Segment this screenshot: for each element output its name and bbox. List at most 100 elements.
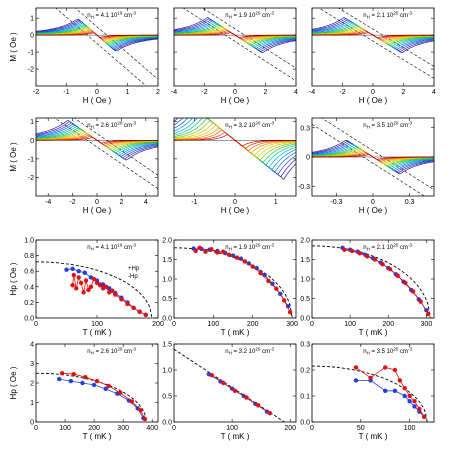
annotation-part: n — [225, 349, 228, 355]
y-tick-label: 2 — [30, 381, 34, 388]
y-tick-label: 0 — [30, 33, 34, 40]
y-tick-label: 2.0 — [300, 238, 310, 245]
annotation-part: -3 — [408, 121, 412, 126]
y-tick-label: 4 — [30, 342, 34, 349]
annotation-part: -3 — [132, 243, 136, 248]
annotation-part: cm — [398, 13, 408, 19]
x-tick-label: -4 — [309, 89, 315, 96]
y-tick-label: 0.3 — [300, 342, 310, 349]
red-point — [118, 390, 123, 395]
red-point — [94, 280, 100, 286]
red-point — [281, 298, 287, 303]
y-tick-label: 0.0 — [162, 420, 172, 427]
red-point — [349, 248, 355, 254]
annotation-part: H — [367, 351, 370, 356]
red-point — [88, 284, 94, 289]
annotation-part: = 2.6 10 — [94, 349, 118, 355]
dashed-line — [74, 8, 158, 80]
red-point — [137, 309, 142, 314]
y-tick-label: 1 — [30, 400, 34, 407]
y-axis-label: M ( Oe ) — [9, 142, 18, 172]
red-point — [380, 261, 385, 267]
y-tick-label: 1 — [30, 119, 34, 126]
fit-curve — [36, 261, 153, 318]
y-tick-label: 0 — [30, 420, 34, 427]
annotation-part: -3 — [132, 11, 136, 16]
annotation-part: = 4.1 10 — [94, 13, 118, 19]
chart-panel-9: 0 100 200 300 400 0 1 2 3 4 T ( mK ) Hp ( Oe ) nH = … — [9, 342, 159, 441]
red-point — [403, 280, 408, 286]
red-point — [256, 403, 261, 408]
y-tick-label: 0.5 — [300, 296, 310, 303]
x-tick-label: 1 — [274, 199, 278, 206]
red-point — [250, 264, 255, 269]
legend-blue: +Hp — [128, 266, 140, 272]
red-point — [412, 399, 417, 404]
x-tick-label: 0 — [233, 199, 237, 206]
red-point — [397, 378, 403, 383]
annotation-part: 19 — [117, 11, 123, 16]
x-tick-label: 200 — [88, 425, 100, 432]
blue-point — [57, 376, 62, 382]
x-tick-label: 2 — [402, 89, 406, 96]
y-tick-label: 0.8 — [24, 253, 34, 260]
blue-point — [91, 382, 97, 388]
annotation-part: n — [363, 13, 366, 19]
y-tick-label: 1.0 — [162, 277, 172, 284]
red-point — [94, 378, 100, 384]
plot-area — [36, 371, 148, 422]
annotation-part: -3 — [270, 121, 274, 126]
dashed-line — [321, 118, 434, 191]
y-axis-label: Hp ( Oe ) — [9, 366, 18, 399]
x-tick-label: 0 — [34, 321, 38, 328]
red-point — [83, 278, 89, 283]
x-tick-label: 0 — [172, 425, 176, 432]
y-tick-label: 0.0 — [24, 316, 34, 323]
annotation-part: n — [363, 349, 366, 355]
dashed-line — [182, 8, 296, 82]
red-point — [59, 371, 65, 376]
red-point — [392, 367, 398, 373]
x-tick-label: 100 — [344, 321, 356, 328]
y-tick-label: -2 — [28, 175, 34, 182]
red-point — [203, 249, 208, 254]
x-tick-label: 100 — [91, 321, 103, 328]
red-point — [129, 399, 135, 404]
chart-panel-7: 0 100 200 300 0.0 0.5 1.0 1.5 2.0 T ( mK ) nH = 1.… — [162, 238, 298, 338]
x-tick-label: 0 — [233, 89, 237, 96]
blue-point — [407, 399, 412, 404]
red-point — [71, 272, 77, 278]
annotation-part: = 1.9 10 — [232, 245, 256, 251]
annotation-part: -3 — [408, 243, 412, 248]
fit-curve — [312, 365, 428, 422]
annotation-part: H — [91, 15, 94, 20]
plot-area — [36, 261, 153, 318]
x-tick-label: 300 — [117, 425, 129, 432]
annotation-part: H — [367, 247, 370, 252]
x-tick-label: 0 — [371, 199, 375, 206]
x-axis-label: H ( Oe ) — [359, 96, 388, 105]
chart-panel-1: -4 -2 0 2 4 H ( Oe ) nH = 1.9 1020 cm-3 — [171, 7, 298, 105]
plot-area — [312, 118, 434, 196]
annotation-part: H — [367, 125, 370, 130]
blue-point — [383, 388, 388, 393]
density-annotation: nH = 3.5 1020 cm-3 — [363, 121, 412, 130]
red-point — [387, 267, 393, 272]
annotation-part: n — [87, 13, 90, 19]
x-axis-label: H ( Oe ) — [83, 206, 112, 215]
density-annotation: nH = 3.2 1020 cm-3 — [225, 121, 274, 130]
red-point — [372, 257, 378, 262]
annotation-part: -3 — [408, 11, 412, 16]
red-point — [357, 251, 362, 256]
red-point — [113, 292, 118, 297]
x-tick-label: 300 — [421, 321, 433, 328]
annotation-part: = 3.5 10 — [370, 349, 394, 355]
annotation-part: n — [87, 349, 90, 355]
annotation-part: -3 — [270, 347, 274, 352]
y-axis-label: M ( Oe ) — [9, 32, 18, 62]
x-axis-label: T ( mK ) — [83, 328, 112, 337]
annotation-part: cm — [260, 349, 270, 355]
annotation-part: n — [363, 245, 366, 251]
chart-panel-4: -1 0 1 H ( Oe ) nH = 3.2 1020 cm-3 — [173, 117, 297, 215]
x-tick-label: 100 — [226, 425, 238, 432]
